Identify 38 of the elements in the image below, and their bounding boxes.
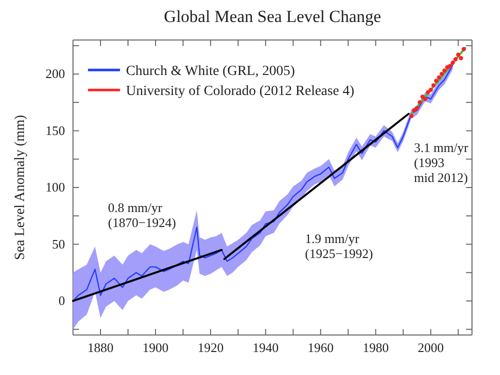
x-tick-label: 1960: [308, 340, 334, 356]
point: [440, 72, 444, 76]
legend-label: University of Colorado (2012 Release 4): [126, 84, 355, 99]
annotation: 3.1 mm/yr (1993 mid 2012): [414, 140, 469, 185]
x-tick-label: 1940: [252, 340, 279, 356]
annotation: 0.8 mm/yr (1870−1924): [108, 200, 176, 230]
x-tick-label: 1880: [88, 340, 114, 356]
point: [453, 57, 458, 62]
x-tick-label: 1920: [198, 340, 224, 356]
legend-label: Church & White (GRL, 2005): [126, 64, 296, 79]
point: [431, 83, 436, 88]
point: [426, 90, 430, 94]
point: [420, 94, 425, 99]
point: [414, 106, 420, 110]
y-axis-title: Sea Level Anomaly (mm): [13, 114, 28, 260]
y-tick-label: 50: [52, 236, 65, 252]
point: [412, 108, 416, 112]
point: [418, 100, 422, 105]
point: [423, 96, 428, 102]
point: [436, 75, 442, 80]
y-tick-label: 150: [46, 122, 65, 138]
point: [442, 68, 447, 73]
x-tick-label: 1900: [142, 340, 169, 356]
y-tick-label: 200: [46, 66, 65, 82]
point: [462, 46, 466, 52]
annotation: 1.9 mm/yr (1925−1992): [305, 231, 373, 261]
y-tick-label: 100: [46, 180, 65, 195]
x-tick-label: 2000: [418, 340, 444, 356]
point: [409, 114, 414, 118]
y-tick-label: 0: [58, 293, 65, 308]
x-tick-label: 1980: [362, 340, 389, 356]
point: [428, 88, 433, 92]
point: [448, 64, 452, 68]
point: [458, 56, 464, 60]
chart-title: Global Mean Sea Level Change: [164, 7, 382, 26]
point: [434, 78, 438, 83]
point: [450, 60, 455, 65]
point: [456, 52, 460, 57]
